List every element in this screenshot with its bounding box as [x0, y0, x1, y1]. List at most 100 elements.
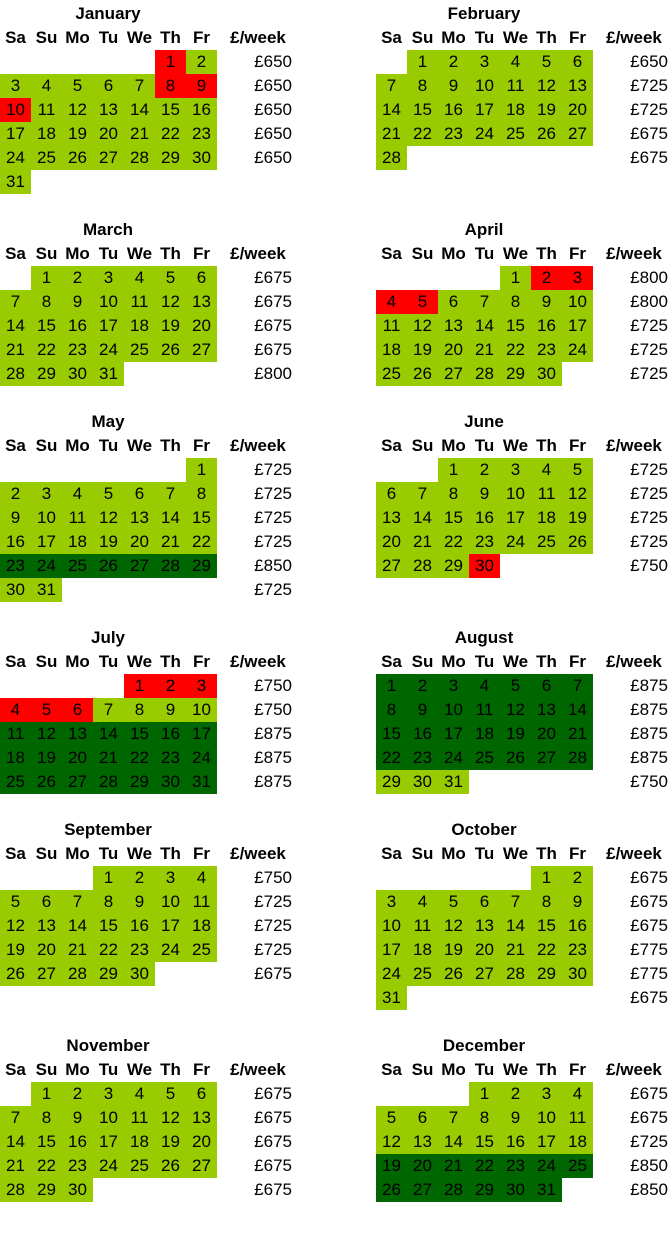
day-cell[interactable]: 25 [31, 146, 62, 170]
day-cell[interactable]: 11 [124, 290, 155, 314]
day-cell[interactable]: 30 [562, 962, 593, 986]
day-cell[interactable]: 2 [562, 866, 593, 890]
day-cell[interactable]: 3 [93, 1082, 124, 1106]
day-cell[interactable]: 2 [62, 266, 93, 290]
day-cell[interactable]: 19 [0, 938, 31, 962]
day-cell[interactable]: 25 [186, 938, 217, 962]
day-cell[interactable]: 3 [376, 890, 407, 914]
day-cell[interactable]: 1 [500, 266, 531, 290]
day-cell[interactable]: 16 [500, 1130, 531, 1154]
day-cell[interactable]: 16 [407, 722, 438, 746]
day-cell[interactable]: 4 [407, 890, 438, 914]
day-cell[interactable]: 20 [124, 530, 155, 554]
day-cell[interactable]: 30 [155, 770, 186, 794]
day-cell[interactable]: 5 [376, 1106, 407, 1130]
day-cell[interactable]: 9 [186, 74, 217, 98]
day-cell[interactable]: 6 [438, 290, 469, 314]
day-cell[interactable]: 26 [500, 746, 531, 770]
day-cell[interactable]: 22 [186, 530, 217, 554]
day-cell[interactable]: 21 [469, 338, 500, 362]
day-cell[interactable]: 22 [124, 746, 155, 770]
day-cell[interactable]: 1 [155, 50, 186, 74]
day-cell[interactable]: 1 [186, 458, 217, 482]
day-cell[interactable]: 20 [186, 1130, 217, 1154]
day-cell[interactable]: 24 [31, 554, 62, 578]
day-cell[interactable]: 30 [186, 146, 217, 170]
day-cell[interactable]: 20 [31, 938, 62, 962]
day-cell[interactable]: 26 [155, 1154, 186, 1178]
day-cell[interactable]: 27 [407, 1178, 438, 1202]
day-cell[interactable]: 20 [531, 722, 562, 746]
day-cell[interactable]: 2 [124, 866, 155, 890]
day-cell[interactable]: 18 [124, 1130, 155, 1154]
day-cell[interactable]: 9 [155, 698, 186, 722]
day-cell[interactable]: 14 [93, 722, 124, 746]
day-cell[interactable]: 26 [31, 770, 62, 794]
day-cell[interactable]: 10 [31, 506, 62, 530]
day-cell[interactable]: 3 [155, 866, 186, 890]
day-cell[interactable]: 8 [500, 290, 531, 314]
day-cell[interactable]: 9 [0, 506, 31, 530]
day-cell[interactable]: 12 [562, 482, 593, 506]
day-cell[interactable]: 7 [0, 290, 31, 314]
day-cell[interactable]: 14 [155, 506, 186, 530]
day-cell[interactable]: 6 [407, 1106, 438, 1130]
day-cell[interactable]: 17 [531, 1130, 562, 1154]
day-cell[interactable]: 27 [469, 962, 500, 986]
day-cell[interactable]: 2 [407, 674, 438, 698]
day-cell[interactable]: 12 [531, 74, 562, 98]
day-cell[interactable]: 11 [31, 98, 62, 122]
day-cell[interactable]: 29 [31, 1178, 62, 1202]
day-cell[interactable]: 2 [186, 50, 217, 74]
day-cell[interactable]: 18 [124, 314, 155, 338]
day-cell[interactable]: 24 [155, 938, 186, 962]
day-cell[interactable]: 10 [186, 698, 217, 722]
day-cell[interactable]: 5 [407, 290, 438, 314]
day-cell[interactable]: 14 [0, 1130, 31, 1154]
day-cell[interactable]: 23 [469, 530, 500, 554]
day-cell[interactable]: 2 [438, 50, 469, 74]
day-cell[interactable]: 26 [0, 962, 31, 986]
day-cell[interactable]: 25 [0, 770, 31, 794]
day-cell[interactable]: 30 [469, 554, 500, 578]
day-cell[interactable]: 17 [562, 314, 593, 338]
day-cell[interactable]: 14 [62, 914, 93, 938]
day-cell[interactable]: 18 [531, 506, 562, 530]
day-cell[interactable]: 15 [376, 722, 407, 746]
day-cell[interactable]: 13 [469, 914, 500, 938]
day-cell[interactable]: 15 [124, 722, 155, 746]
day-cell[interactable]: 31 [376, 986, 407, 1010]
day-cell[interactable]: 22 [155, 122, 186, 146]
day-cell[interactable]: 27 [186, 338, 217, 362]
day-cell[interactable]: 17 [376, 938, 407, 962]
day-cell[interactable]: 22 [500, 338, 531, 362]
day-cell[interactable]: 30 [62, 362, 93, 386]
day-cell[interactable]: 4 [500, 50, 531, 74]
day-cell[interactable]: 17 [0, 122, 31, 146]
day-cell[interactable]: 4 [0, 698, 31, 722]
day-cell[interactable]: 8 [31, 290, 62, 314]
day-cell[interactable]: 29 [93, 962, 124, 986]
day-cell[interactable]: 29 [500, 362, 531, 386]
day-cell[interactable]: 19 [407, 338, 438, 362]
day-cell[interactable]: 23 [186, 122, 217, 146]
day-cell[interactable]: 9 [562, 890, 593, 914]
day-cell[interactable]: 4 [31, 74, 62, 98]
day-cell[interactable]: 22 [376, 746, 407, 770]
day-cell[interactable]: 2 [0, 482, 31, 506]
day-cell[interactable]: 25 [124, 338, 155, 362]
day-cell[interactable]: 30 [531, 362, 562, 386]
day-cell[interactable]: 22 [31, 1154, 62, 1178]
day-cell[interactable]: 17 [186, 722, 217, 746]
day-cell[interactable]: 6 [186, 1082, 217, 1106]
day-cell[interactable]: 18 [186, 914, 217, 938]
day-cell[interactable]: 29 [531, 962, 562, 986]
day-cell[interactable]: 17 [469, 98, 500, 122]
day-cell[interactable]: 20 [62, 746, 93, 770]
day-cell[interactable]: 1 [376, 674, 407, 698]
day-cell[interactable]: 1 [438, 458, 469, 482]
day-cell[interactable]: 31 [438, 770, 469, 794]
day-cell[interactable]: 4 [124, 266, 155, 290]
day-cell[interactable]: 19 [376, 1154, 407, 1178]
day-cell[interactable]: 17 [500, 506, 531, 530]
